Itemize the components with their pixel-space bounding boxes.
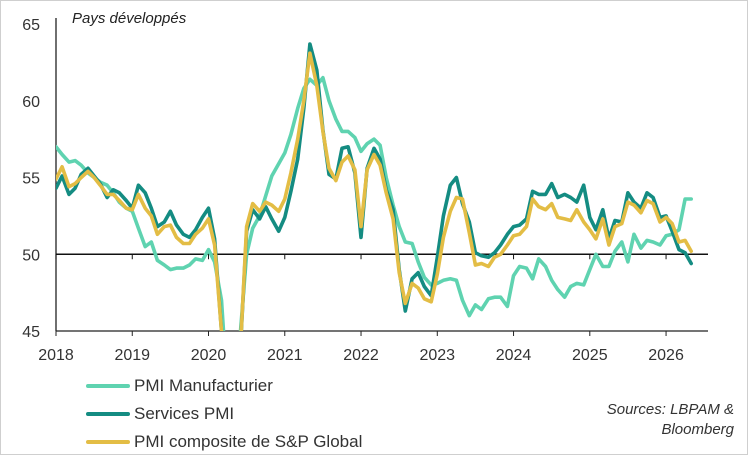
y-tick-label: 50 bbox=[22, 247, 40, 264]
legend-swatch-services bbox=[86, 412, 130, 416]
x-tick-label: 2026 bbox=[648, 347, 684, 364]
legend-label-manufacturing: PMI Manufacturier bbox=[134, 376, 273, 395]
legend-swatch-composite bbox=[86, 440, 130, 444]
y-tick-label: 45 bbox=[22, 324, 40, 341]
series-line-5 bbox=[239, 51, 693, 331]
legend-item-composite: PMI composite de S&P Global bbox=[86, 428, 362, 456]
legend-label-services: Services PMI bbox=[134, 404, 235, 423]
series-line-4 bbox=[56, 165, 224, 331]
series-lines bbox=[56, 42, 693, 331]
x-tick-label: 2020 bbox=[191, 347, 227, 364]
x-tick-label: 2019 bbox=[114, 347, 150, 364]
legend: PMI Manufacturier Services PMI PMI compo… bbox=[86, 372, 362, 456]
x-tick-label: 2021 bbox=[267, 347, 303, 364]
series-line-1 bbox=[238, 75, 693, 331]
source-line-1: Sources: LBPAM & bbox=[606, 401, 734, 418]
legend-item-services: Services PMI bbox=[86, 400, 362, 428]
y-tick-label: 65 bbox=[22, 17, 40, 34]
legend-item-manufacturing: PMI Manufacturier bbox=[86, 372, 362, 400]
source-line-2: Bloomberg bbox=[661, 421, 734, 438]
legend-swatch-manufacturing bbox=[86, 384, 130, 388]
x-tick-label: 2022 bbox=[343, 347, 379, 364]
chart-subtitle: Pays développés bbox=[72, 10, 187, 27]
series-line-3 bbox=[239, 42, 693, 331]
x-tick-label: 2018 bbox=[38, 347, 74, 364]
series-line-2 bbox=[56, 166, 224, 331]
x-tick-label: 2023 bbox=[419, 347, 455, 364]
y-tick-label: 60 bbox=[22, 94, 40, 111]
x-tick-label: 2025 bbox=[572, 347, 608, 364]
source-note: Sources: LBPAM & Bloomberg bbox=[534, 400, 734, 440]
legend-label-composite: PMI composite de S&P Global bbox=[134, 432, 363, 451]
y-tick-label: 55 bbox=[22, 171, 40, 188]
x-tick-label: 2024 bbox=[496, 347, 532, 364]
axes: 45 50 55 60 65 2018 2019 2020 2021 2022 2023 2024 20… bbox=[22, 17, 708, 364]
